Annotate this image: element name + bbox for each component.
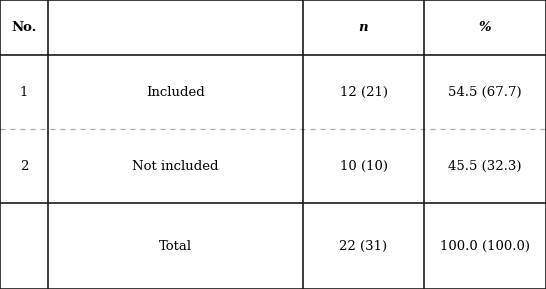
Text: 1: 1 [20,86,28,99]
Text: 45.5 (32.3): 45.5 (32.3) [448,160,522,173]
Text: 54.5 (67.7): 54.5 (67.7) [448,86,522,99]
Text: 12 (21): 12 (21) [340,86,388,99]
Text: %: % [479,21,491,34]
Text: 10 (10): 10 (10) [340,160,388,173]
Text: 22 (31): 22 (31) [340,240,388,253]
Text: Not included: Not included [132,160,219,173]
Text: Included: Included [146,86,205,99]
Text: 2: 2 [20,160,28,173]
Text: No.: No. [11,21,37,34]
Text: 100.0 (100.0): 100.0 (100.0) [440,240,530,253]
Text: n: n [359,21,369,34]
Text: Total: Total [159,240,192,253]
